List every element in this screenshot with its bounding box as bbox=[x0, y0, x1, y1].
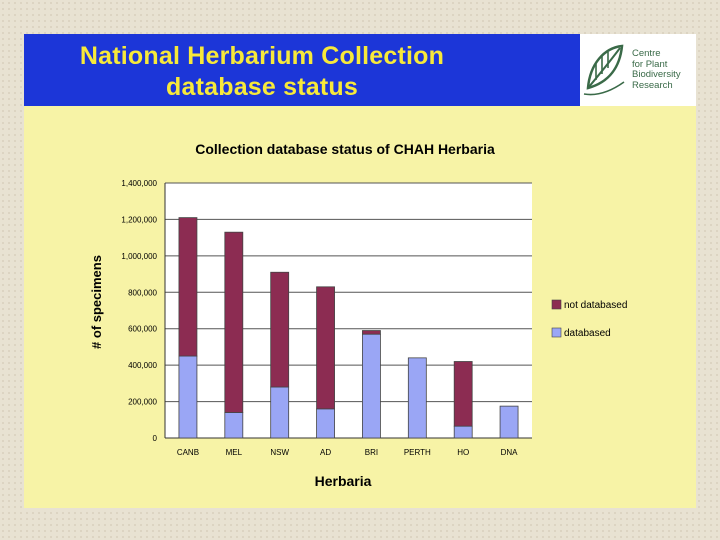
x-tick-label: HO bbox=[457, 448, 469, 457]
y-tick-label: 1,400,000 bbox=[121, 179, 157, 188]
y-tick-label: 400,000 bbox=[128, 361, 157, 370]
bar-databased-bri bbox=[362, 333, 381, 439]
y-tick-label: 600,000 bbox=[128, 325, 157, 334]
bar-databased-mel bbox=[224, 412, 244, 439]
x-tick-label: DNA bbox=[501, 448, 519, 457]
legend-label: not databased bbox=[564, 300, 627, 311]
legend-swatch bbox=[551, 327, 562, 338]
bar-databased-ad bbox=[316, 408, 335, 439]
legend-label: databased bbox=[564, 328, 611, 339]
bar-not-databased-ho bbox=[453, 361, 473, 427]
title-band: National Herbarium Collection database s… bbox=[24, 34, 580, 106]
x-tick-label: MEL bbox=[226, 448, 243, 457]
bar-not-databased-mel bbox=[224, 231, 244, 413]
y-tick-label: 800,000 bbox=[128, 288, 157, 297]
chart-title: Collection database status of CHAH Herba… bbox=[195, 141, 495, 157]
logo-line: Research bbox=[632, 79, 673, 91]
bar-not-databased-nsw bbox=[270, 271, 290, 388]
bar-databased-perth bbox=[407, 357, 427, 439]
bar-databased-canb bbox=[178, 355, 198, 439]
logo-line: for Plant bbox=[632, 58, 668, 70]
bar-databased-ho bbox=[453, 425, 473, 439]
legend-swatch bbox=[551, 299, 562, 310]
x-tick-label: NSW bbox=[270, 448, 289, 457]
bar-databased-dna bbox=[499, 405, 519, 439]
x-tick-label: PERTH bbox=[404, 448, 431, 457]
logo-text: Centre for Plant Biodiversity Research bbox=[632, 48, 696, 91]
y-axis-label: # of specimens bbox=[89, 255, 104, 349]
logo-line: Centre bbox=[632, 48, 661, 59]
slide-title-line2: database status bbox=[166, 73, 358, 101]
x-axis-label: Herbaria bbox=[315, 473, 372, 489]
logo-line: Biodiversity bbox=[632, 69, 681, 80]
y-tick-label: 0 bbox=[153, 434, 158, 443]
cpbr-logo: Centre for Plant Biodiversity Research bbox=[580, 34, 696, 106]
y-tick-label: 200,000 bbox=[128, 398, 157, 407]
bar-not-databased-ad bbox=[316, 286, 335, 410]
plot-area bbox=[165, 183, 532, 438]
bar-not-databased-bri bbox=[362, 330, 381, 335]
slide-title-line1: National Herbarium Collection bbox=[79, 42, 445, 70]
y-tick-label: 1,000,000 bbox=[121, 252, 157, 261]
x-tick-label: BRI bbox=[365, 448, 378, 457]
leaf-icon bbox=[583, 44, 625, 96]
x-tick-label: AD bbox=[320, 448, 331, 457]
bar-databased-nsw bbox=[270, 386, 290, 439]
y-tick-label: 1,200,000 bbox=[121, 215, 157, 224]
x-tick-label: CANB bbox=[177, 448, 199, 457]
bar-not-databased-canb bbox=[178, 217, 198, 357]
